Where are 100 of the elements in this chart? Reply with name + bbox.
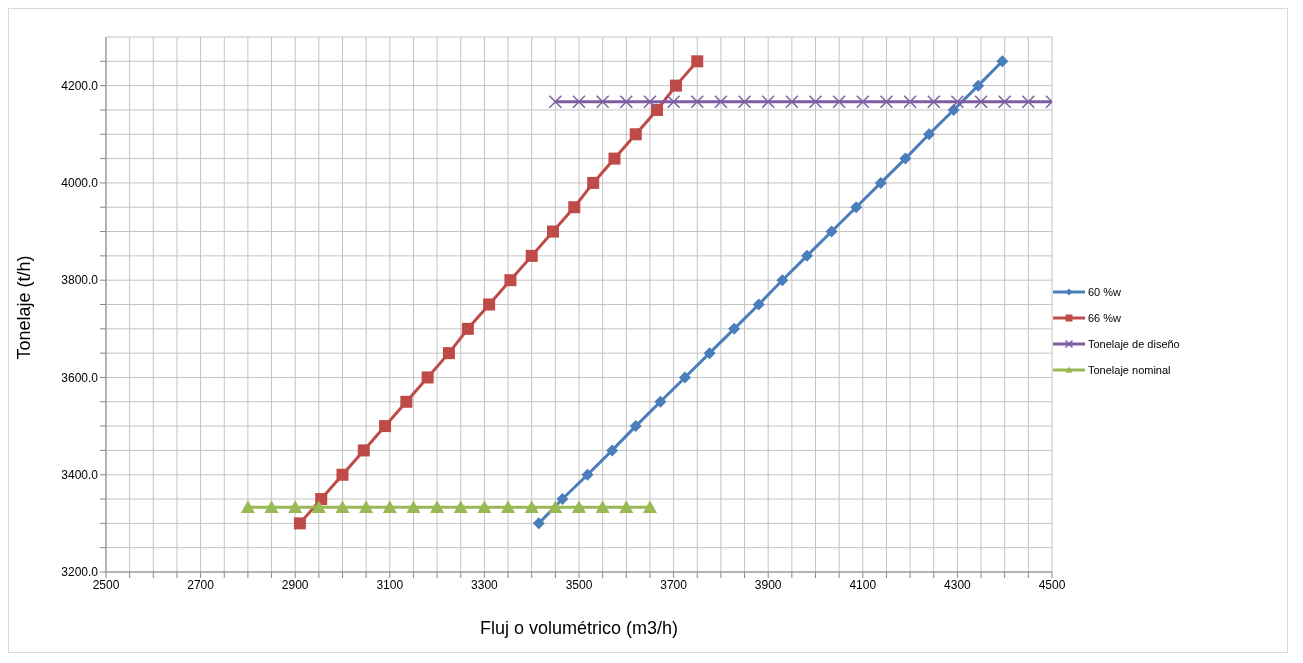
point	[477, 500, 492, 513]
point	[800, 249, 813, 262]
x-tick-label: 4300	[944, 577, 972, 592]
legend-label: Tonelaje de diseño	[1088, 337, 1180, 350]
x-tick-label: 2900	[281, 577, 309, 592]
point	[400, 395, 413, 408]
point	[923, 128, 936, 141]
point	[406, 500, 421, 513]
x-tick-label: 4100	[849, 577, 877, 592]
point	[737, 94, 752, 109]
point	[293, 517, 306, 530]
point	[430, 500, 445, 513]
point	[548, 94, 563, 109]
point	[629, 128, 642, 141]
point	[825, 225, 838, 238]
point	[453, 500, 468, 513]
point	[678, 371, 691, 384]
point	[619, 94, 634, 109]
point	[691, 55, 704, 68]
point	[421, 371, 434, 384]
point	[608, 152, 621, 165]
point	[728, 322, 741, 335]
x-tick-label: 2700	[187, 577, 215, 592]
point	[335, 500, 350, 513]
point	[808, 94, 823, 109]
point	[595, 500, 610, 513]
point	[501, 500, 516, 513]
point	[832, 94, 846, 109]
y-tick-label: 3400.0	[61, 467, 99, 482]
point	[546, 225, 559, 238]
point	[606, 444, 619, 457]
point	[548, 500, 563, 513]
point	[899, 152, 912, 165]
point	[642, 500, 657, 513]
point	[524, 500, 539, 513]
point	[997, 94, 1012, 109]
point	[587, 176, 600, 189]
y-tick-label: 4200.0	[61, 78, 99, 93]
point	[504, 274, 517, 287]
point	[972, 79, 985, 92]
x-tick-label: 3100	[376, 577, 404, 592]
point	[666, 94, 681, 109]
point	[996, 55, 1009, 68]
point	[525, 249, 538, 262]
point	[240, 500, 255, 513]
point	[903, 94, 917, 109]
point	[315, 493, 328, 506]
x-tick-label: 2500	[92, 577, 120, 592]
legend-label: 66 %w	[1088, 311, 1122, 324]
x-tick-label: 3300	[471, 577, 499, 592]
point	[556, 493, 569, 506]
point	[442, 347, 455, 360]
point	[359, 500, 374, 513]
x-tick-label: 3500	[565, 577, 593, 592]
point	[752, 298, 765, 311]
point	[572, 500, 586, 513]
point	[357, 444, 370, 457]
y-tick-label: 4000.0	[61, 176, 99, 191]
point	[950, 94, 965, 109]
y-axis-title: Tonelaje (t/h)	[14, 255, 35, 360]
y-tick-label: 3800.0	[61, 273, 99, 288]
point	[947, 103, 960, 116]
point	[572, 94, 586, 109]
point	[336, 468, 349, 481]
point	[856, 94, 870, 109]
x-tick-label: 3700	[660, 577, 688, 592]
point	[264, 500, 279, 513]
point	[974, 94, 988, 109]
point	[483, 298, 496, 311]
point	[379, 420, 392, 433]
point	[532, 517, 545, 530]
point	[461, 322, 474, 335]
point	[761, 94, 775, 109]
point	[776, 274, 789, 287]
point	[581, 468, 594, 481]
point	[382, 500, 397, 513]
point	[927, 94, 941, 109]
legend-label: Tonelaje nominal	[1088, 363, 1171, 376]
point	[785, 94, 799, 109]
point	[654, 395, 667, 408]
x-tick-label: 3900	[754, 577, 782, 592]
point	[643, 94, 657, 109]
point	[619, 500, 634, 513]
y-tick-label: 3600.0	[61, 370, 99, 385]
point	[874, 176, 887, 189]
point	[1021, 94, 1036, 109]
point	[568, 201, 581, 214]
point	[879, 94, 894, 109]
point	[850, 201, 863, 214]
point	[714, 94, 728, 109]
x-tick-label: 4500	[1038, 577, 1066, 592]
x-axis-title: Fluj o volumétrico (m3/h)	[479, 618, 679, 638]
y-tick-label: 3200.0	[61, 565, 99, 580]
point	[288, 500, 303, 513]
point	[629, 420, 642, 433]
point	[311, 500, 326, 513]
legend-label: 60 %w	[1088, 285, 1122, 298]
point	[669, 79, 682, 92]
point	[690, 94, 704, 109]
point	[595, 94, 610, 109]
